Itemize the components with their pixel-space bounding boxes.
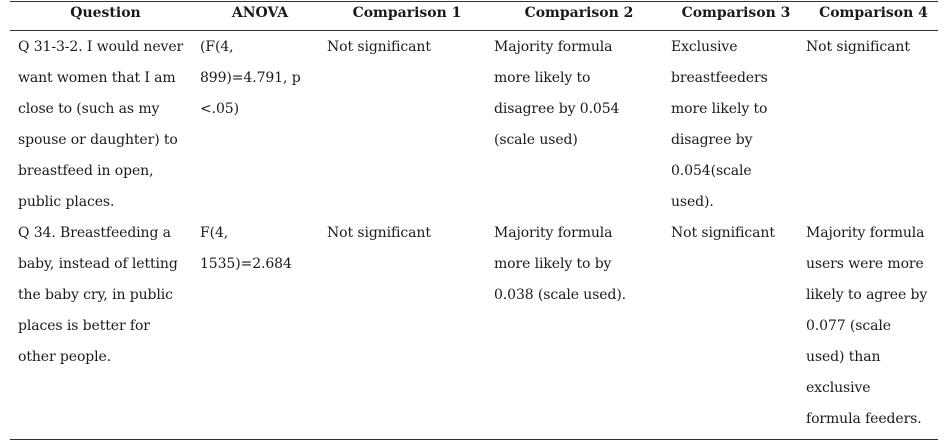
row1-question: Q 31-3-2. I would never want women that … bbox=[18, 39, 184, 210]
header-question: Question bbox=[70, 5, 141, 21]
table-top-rule bbox=[10, 1, 938, 2]
header-comparison-3: Comparison 3 bbox=[681, 5, 791, 21]
row1-comparison-1: Not significant bbox=[327, 39, 431, 55]
row2-comparison-2: Majority formula more likely to by 0.038… bbox=[494, 225, 627, 303]
row2-question: Q 34. Breastfeeding a baby, instead of l… bbox=[18, 225, 178, 365]
row1-comparison-3: Exclusive breastfeeders more likely to d… bbox=[671, 39, 768, 210]
row2-anova: F(4, 1535)=2.684 bbox=[200, 225, 292, 272]
header-comparison-2: Comparison 2 bbox=[524, 5, 634, 21]
row2-comparison-1: Not significant bbox=[327, 225, 431, 241]
row2-comparison-3: Not significant bbox=[671, 225, 775, 241]
header-comparison-4: Comparison 4 bbox=[819, 5, 928, 21]
header-comparison-1: Comparison 1 bbox=[352, 5, 462, 21]
header-rule bbox=[10, 30, 938, 31]
row1-comparison-4: Not significant bbox=[806, 39, 910, 55]
table-bottom-rule bbox=[10, 439, 938, 440]
row2-comparison-4: Majority formula users were more likely … bbox=[806, 225, 928, 427]
row1-anova: (F(4, 899)=4.791, p <.05) bbox=[200, 39, 301, 117]
header-anova: ANOVA bbox=[231, 5, 289, 21]
row1-comparison-2: Majority formula more likely to disagree… bbox=[494, 39, 620, 148]
